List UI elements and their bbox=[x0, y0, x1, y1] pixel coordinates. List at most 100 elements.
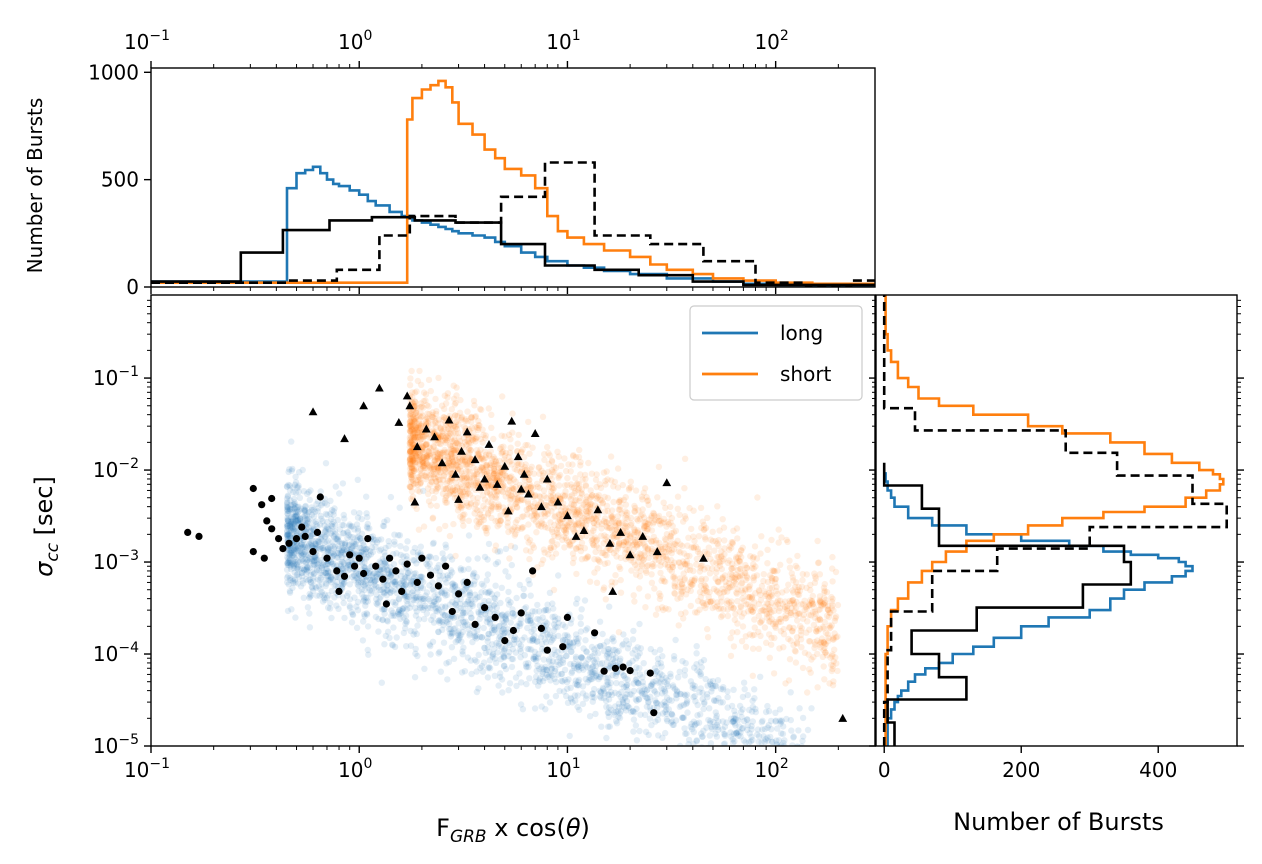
long-cloud-point bbox=[764, 702, 771, 710]
long-cloud-point bbox=[367, 551, 375, 558]
long-cloud-point bbox=[605, 696, 613, 703]
short-cloud-point bbox=[548, 526, 555, 533]
long-cloud-point bbox=[715, 726, 722, 733]
long-cloud-point bbox=[352, 540, 360, 548]
long-cloud-point bbox=[306, 594, 313, 601]
short-cloud-point bbox=[645, 554, 653, 561]
long-cloud-point bbox=[765, 708, 773, 715]
top-y-axis-label: Number of Bursts bbox=[23, 98, 47, 274]
long-cloud-point bbox=[792, 785, 798, 791]
short-cloud-point bbox=[441, 392, 448, 399]
long-cloud-point bbox=[491, 626, 498, 633]
long-cloud-point bbox=[655, 673, 662, 680]
long-cloud-point bbox=[358, 530, 366, 537]
long-cloud-point bbox=[295, 488, 302, 496]
long-cloud-point bbox=[354, 525, 362, 532]
long-cloud-point bbox=[350, 509, 358, 516]
long-cloud-point bbox=[290, 546, 297, 554]
long-cloud-point bbox=[616, 657, 624, 664]
long-cloud-point bbox=[312, 556, 319, 564]
long-cloud-point bbox=[384, 628, 392, 635]
long-cloud-point bbox=[415, 616, 423, 623]
short-cloud-point bbox=[804, 689, 811, 696]
long-cloud-point bbox=[470, 581, 478, 588]
long-cloud-point bbox=[802, 780, 808, 786]
long-cloud-point bbox=[328, 614, 335, 622]
long-cloud-point bbox=[366, 587, 373, 594]
long-cloud-point bbox=[332, 522, 339, 529]
long-cloud-point bbox=[284, 517, 292, 524]
long-cloud-point bbox=[450, 614, 458, 621]
long-cloud-point bbox=[599, 630, 606, 638]
long-cloud-point bbox=[539, 670, 546, 677]
long-cloud-point bbox=[316, 592, 323, 599]
long-cloud-point bbox=[364, 525, 371, 532]
long-cloud-point bbox=[715, 757, 721, 763]
long-cloud-point bbox=[730, 754, 736, 760]
long-cloud-point bbox=[397, 615, 404, 623]
long-cloud-point bbox=[603, 681, 610, 688]
long-cloud-point bbox=[769, 738, 776, 745]
long-cloud-point bbox=[501, 619, 508, 626]
short-cloud-point bbox=[770, 670, 778, 677]
long-cloud-point bbox=[761, 738, 768, 746]
long-cloud-point bbox=[652, 677, 659, 685]
long-cloud-point bbox=[759, 717, 766, 724]
long-cloud-point bbox=[592, 672, 600, 679]
long-cloud-point bbox=[307, 534, 314, 541]
long-cloud-point bbox=[651, 649, 658, 656]
long-cloud-point bbox=[318, 502, 325, 509]
long-cloud-point bbox=[785, 784, 791, 790]
long-cloud-point bbox=[721, 731, 729, 738]
long-cloud-point bbox=[566, 638, 573, 646]
long-cloud-point bbox=[305, 524, 313, 531]
long-cloud-point bbox=[668, 710, 675, 717]
long-cloud-point bbox=[351, 572, 358, 579]
short-cloud-point bbox=[510, 485, 517, 492]
long-cloud-point bbox=[604, 651, 611, 658]
long-cloud-point bbox=[706, 678, 714, 685]
long-cloud-point bbox=[688, 720, 695, 728]
long-cloud-point bbox=[733, 730, 740, 737]
long-cloud-point bbox=[529, 637, 537, 644]
short-cloud-point bbox=[799, 570, 806, 578]
long-cloud-point bbox=[379, 616, 386, 624]
long-cloud-point bbox=[290, 488, 297, 496]
long-cloud-point bbox=[390, 612, 397, 619]
long-cloud-point bbox=[807, 762, 813, 768]
long-cloud-point bbox=[471, 591, 479, 598]
long-cloud-point bbox=[661, 702, 668, 709]
long-cloud-point bbox=[457, 600, 464, 608]
long-cloud-point bbox=[401, 575, 409, 582]
short-cloud-point bbox=[678, 588, 685, 595]
short-cloud-point bbox=[614, 484, 622, 491]
long-cloud-point bbox=[745, 739, 753, 746]
short-cloud-point bbox=[728, 583, 735, 591]
long-cloud-point bbox=[554, 648, 561, 655]
short-cloud-point bbox=[549, 491, 557, 499]
long-cloud-point bbox=[516, 620, 523, 627]
long-cloud-point bbox=[330, 518, 337, 525]
long-cloud-point bbox=[309, 577, 317, 585]
short-cloud-point bbox=[758, 533, 765, 540]
long-cloud-point bbox=[749, 718, 756, 725]
long-cloud-point bbox=[498, 676, 506, 683]
long-cloud-point bbox=[612, 646, 619, 654]
long-cloud-point bbox=[740, 679, 748, 686]
long-cloud-point bbox=[338, 546, 345, 553]
long-cloud-point bbox=[289, 578, 297, 585]
long-cloud-point bbox=[294, 565, 301, 573]
long-cloud-point bbox=[509, 655, 517, 663]
long-cloud-point bbox=[605, 681, 612, 688]
long-cloud-point bbox=[346, 596, 354, 603]
short-cloud-point bbox=[446, 430, 453, 437]
long-cloud-point bbox=[757, 673, 764, 680]
long-cloud-point bbox=[739, 760, 745, 766]
long-cloud-point bbox=[653, 747, 659, 753]
short-cloud-point bbox=[686, 567, 694, 574]
long-cloud-point bbox=[744, 691, 751, 699]
short-cloud-point bbox=[441, 405, 448, 413]
long-cloud-point bbox=[307, 578, 314, 586]
long-cloud-point bbox=[673, 691, 681, 698]
